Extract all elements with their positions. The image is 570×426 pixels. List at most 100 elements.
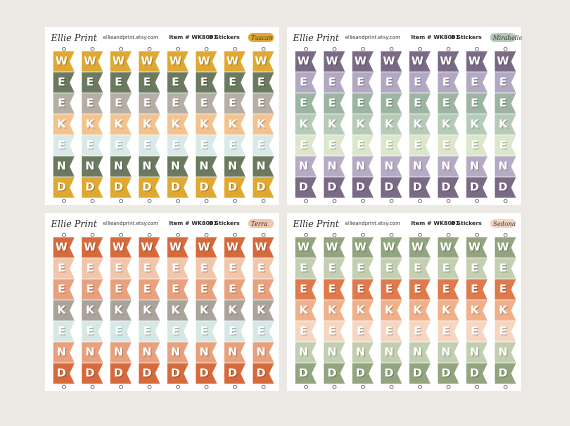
flag-letter-shadow: W	[227, 56, 239, 69]
flag-letter-shadow: W	[56, 56, 68, 69]
flag-sticker	[494, 257, 517, 280]
flag-letter: N	[413, 160, 422, 173]
flag-sticker	[195, 71, 218, 94]
flag-letter-shadow: E	[500, 326, 508, 339]
flag-letter: W	[383, 241, 395, 254]
flag-sticker	[494, 236, 517, 259]
flag-letter: D	[171, 367, 180, 380]
flag-sticker	[380, 278, 403, 301]
flag-letter-shadow: W	[170, 56, 182, 69]
flag-letter-shadow: K	[443, 305, 452, 318]
flag-sticker	[166, 236, 190, 259]
pin	[361, 385, 365, 389]
flag-letter: E	[115, 76, 123, 89]
flag-letter-shadow: E	[173, 284, 181, 297]
flag-sticker	[81, 71, 104, 94]
flag-letter-shadow: W	[327, 56, 339, 69]
sheet: Ellie Print ellieandprint.etsy.com Item # …	[45, 27, 279, 205]
flag-letter-shadow: E	[116, 140, 124, 153]
flag-letter-shadow: E	[301, 98, 309, 111]
flag-letter-shadow: W	[469, 242, 481, 255]
flag-letter: E	[115, 97, 123, 110]
flag-letter: W	[169, 241, 181, 254]
flag-sticker	[323, 278, 346, 301]
flag-letter: D	[256, 367, 265, 380]
flag-letter: E	[471, 97, 479, 110]
flag-sticker	[109, 362, 133, 385]
flag-letter-shadow: K	[357, 119, 366, 132]
flag-sticker	[109, 278, 133, 301]
flag-letter: N	[384, 346, 393, 359]
flag-sticker	[465, 362, 489, 385]
flag-letter-shadow: E	[443, 284, 451, 297]
flag-letter-shadow: D	[499, 182, 508, 195]
flag-sticker	[465, 257, 489, 280]
flag-letter-shadow: D	[328, 182, 337, 195]
flag-letter: D	[441, 367, 450, 380]
flag-letter-shadow: K	[300, 119, 309, 132]
flag-sticker	[138, 71, 161, 94]
flag-letter-shadow: E	[230, 284, 238, 297]
flag-letter-shadow: W	[256, 242, 268, 255]
flag-sticker	[252, 362, 275, 385]
flag-letter: W	[411, 55, 423, 68]
flag-letter-shadow: W	[113, 56, 125, 69]
pin	[446, 233, 451, 237]
flag-letter-shadow: E	[201, 140, 209, 153]
flag-sticker	[252, 50, 275, 73]
flag-letter: E	[442, 262, 450, 275]
pin	[204, 47, 209, 51]
flag-letter: E	[257, 262, 265, 275]
theme-pill	[248, 219, 274, 228]
flag-sticker	[166, 299, 190, 322]
pin	[304, 385, 308, 389]
flag-sticker	[408, 92, 432, 115]
flag-letter: W	[326, 55, 338, 68]
flag-letter: W	[226, 241, 238, 254]
flag-letter: K	[470, 304, 479, 317]
flag-letter-shadow: E	[415, 77, 423, 90]
flag-letter: W	[198, 55, 210, 68]
flag-sticker	[52, 50, 76, 73]
flag-letter: N	[356, 160, 365, 173]
flag-letter: E	[414, 325, 422, 338]
flag-letter: D	[228, 181, 237, 194]
pin	[475, 47, 479, 51]
flag-sticker	[109, 176, 133, 199]
flag-sticker	[81, 257, 104, 280]
flag-letter: E	[86, 139, 94, 152]
flag-sticker	[166, 176, 190, 199]
flag-letter: E	[442, 325, 450, 338]
flag-letter-shadow: N	[357, 161, 366, 174]
flag-sticker	[109, 113, 133, 136]
flag-letter: E	[442, 283, 450, 296]
flag-sticker	[437, 278, 460, 301]
flag-letter-shadow: E	[116, 326, 124, 339]
flag-letter-shadow: E	[258, 140, 266, 153]
flag-letter-shadow: N	[471, 347, 480, 360]
flag-letter: E	[229, 139, 237, 152]
flag-letter-shadow: W	[384, 242, 396, 255]
shop-url: ellieandprint.etsy.com	[345, 221, 400, 227]
flag-sticker	[465, 92, 489, 115]
flag-letter-shadow: D	[357, 182, 366, 195]
flag-letter: E	[442, 76, 450, 89]
flag-letter-shadow: K	[258, 305, 267, 318]
flag-letter-shadow: D	[229, 368, 238, 381]
flag-sticker	[294, 278, 318, 301]
flag-letter-shadow: K	[471, 119, 480, 132]
flag-letter: E	[143, 262, 151, 275]
flag-letter: W	[440, 241, 452, 254]
flag-sticker	[494, 134, 517, 157]
flag-letter: K	[228, 304, 237, 317]
flag-letter-shadow: E	[415, 263, 423, 276]
flag-letter: E	[300, 139, 308, 152]
flag-letter-shadow: E	[301, 140, 309, 153]
flag-letter: W	[468, 241, 480, 254]
flag-letter-shadow: E	[59, 98, 67, 111]
flag-letter: N	[299, 346, 308, 359]
flag-letter: N	[327, 346, 336, 359]
flag-sticker	[166, 50, 190, 73]
flag-letter-shadow: D	[86, 368, 95, 381]
